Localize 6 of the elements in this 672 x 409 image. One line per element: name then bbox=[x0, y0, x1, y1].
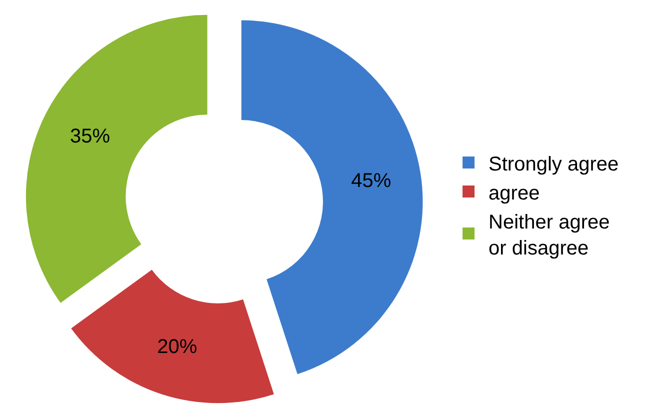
legend-label: Neither agree or disagree bbox=[488, 211, 610, 260]
data-label: 20% bbox=[157, 336, 198, 358]
data-label: 45% bbox=[351, 170, 392, 192]
legend-label: agree bbox=[488, 182, 540, 204]
legend-label: Strongly agree bbox=[488, 153, 619, 176]
data-label: 35% bbox=[70, 126, 110, 148]
